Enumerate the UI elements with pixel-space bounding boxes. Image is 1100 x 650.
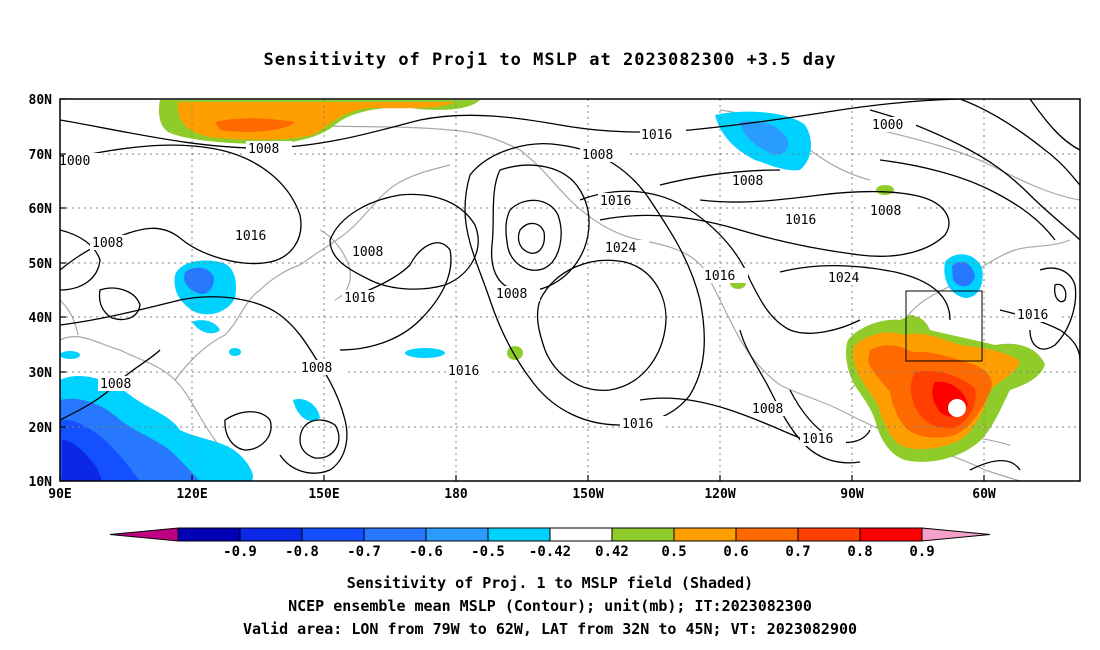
colorbar-tick-label: 0.9 <box>909 544 934 560</box>
lat-label: 50N <box>29 257 53 272</box>
colorbar-swatch <box>797 527 861 542</box>
contour-label: 1000 <box>59 154 90 169</box>
colorbar: -0.9 -0.8 -0.7 -0.6 -0.5 -0.42 0.42 0.5 0.6 0.7 0.… <box>109 527 991 560</box>
contour-label: 1016 <box>235 229 266 244</box>
lon-label: 150E <box>308 487 339 502</box>
colorbar-tick-label: 0.5 <box>661 544 686 560</box>
contour-label: 1016 <box>448 364 479 379</box>
colorbar-swatch <box>487 527 551 542</box>
contour-label: 1008 <box>248 142 279 157</box>
contour-label: 1008 <box>752 402 783 417</box>
contour-label: 1008 <box>496 287 527 302</box>
lat-label: 20N <box>29 421 53 436</box>
colorbar-tick-label: 0.8 <box>847 544 872 560</box>
colorbar-swatch <box>611 527 675 542</box>
contour-label: 1008 <box>582 148 613 163</box>
colorbar-tick-label: -0.9 <box>223 544 257 560</box>
colorbar-swatch <box>425 527 489 542</box>
colorbar-swatch <box>673 527 737 542</box>
contour-label: 1008 <box>100 377 131 392</box>
colorbar-tick-label: -0.42 <box>529 544 571 560</box>
lon-label: 120W <box>704 487 735 502</box>
colorbar-swatch <box>549 527 613 542</box>
grid-lines <box>60 99 1080 481</box>
colorbar-swatch <box>363 527 427 542</box>
lon-label: 90E <box>48 487 71 502</box>
colorbar-tick-label: -0.8 <box>285 544 319 560</box>
contour-label: 1008 <box>92 236 123 251</box>
contour-label: 1016 <box>344 291 375 306</box>
contour-label: 1016 <box>622 417 653 432</box>
lat-label: 10N <box>29 475 53 490</box>
colorbar-swatch <box>177 527 241 542</box>
lon-label: 180 <box>444 487 468 502</box>
colorbar-tick-label: 0.6 <box>723 544 748 560</box>
lat-label: 70N <box>29 148 53 163</box>
colorbar-tick-label: 0.7 <box>785 544 810 560</box>
sensitivity-shading <box>60 100 1045 481</box>
colorbar-tick-label: 0.42 <box>595 544 629 560</box>
colorbar-tick-label: -0.7 <box>347 544 381 560</box>
lat-label: 40N <box>29 311 53 326</box>
contour-label: 1016 <box>641 128 672 143</box>
caption-line-3: Valid area: LON from 79W to 62W, LAT fro… <box>242 620 858 638</box>
valid-area-box <box>905 290 983 362</box>
contour-label: 1008 <box>870 204 901 219</box>
lat-label: 80N <box>29 93 53 108</box>
plot-frame <box>59 98 1081 482</box>
contour-label: 1008 <box>732 174 763 189</box>
contour-label: 1016 <box>802 432 833 447</box>
colorbar-right-arrow <box>921 527 991 542</box>
caption-line-1: Sensitivity of Proj. 1 to MSLP field (Sh… <box>346 574 754 592</box>
lon-label: 150W <box>572 487 603 502</box>
contour-label: 1008 <box>352 245 383 260</box>
contour-label: 1016 <box>704 269 735 284</box>
contour-label: 1016 <box>600 194 631 209</box>
contour-label: 1024 <box>605 241 636 256</box>
colorbar-swatch <box>301 527 365 542</box>
axis-ticks <box>59 98 985 482</box>
colorbar-tick-label: -0.6 <box>409 544 443 560</box>
contour-label: 1008 <box>301 361 332 376</box>
lon-label: 60W <box>972 487 996 502</box>
contour-label: 1000 <box>872 118 903 133</box>
figure-title: Sensitivity of Proj1 to MSLP at 20230823… <box>263 50 837 70</box>
colorbar-tick-label: -0.5 <box>471 544 505 560</box>
colorbar-swatch <box>859 527 923 542</box>
lat-label: 30N <box>29 366 53 381</box>
lon-label: 90W <box>840 487 864 502</box>
colorbar-left-arrow <box>109 527 179 542</box>
contour-label: 1016 <box>785 213 816 228</box>
lon-label: 120E <box>176 487 207 502</box>
lat-label: 60N <box>29 202 53 217</box>
colorbar-swatch <box>735 527 799 542</box>
caption-line-2: NCEP ensemble mean MSLP (Contour); unit(… <box>288 597 812 615</box>
contour-label: 1024 <box>828 271 859 286</box>
colorbar-swatch <box>239 527 303 542</box>
sensitivity-map: 1016 1000 1000 1008 1008 1008 1016 1008 … <box>29 93 1081 560</box>
contour-label: 1016 <box>1017 308 1048 323</box>
